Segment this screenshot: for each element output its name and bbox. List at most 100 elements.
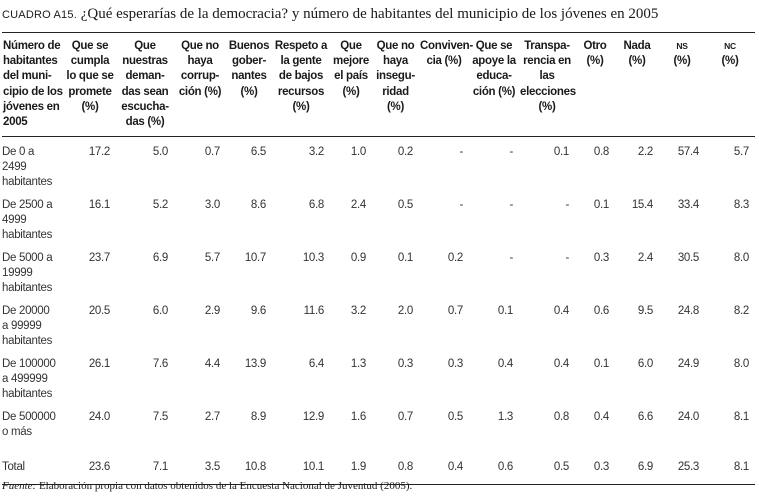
column-header: Respeto a la gente de bajos recursos (%) bbox=[272, 31, 330, 138]
table-row: De 500000 o más 24.0 7.5 2.7 8.9 12.9 1.6 0.7 0.… bbox=[2, 402, 755, 452]
table-row: De 5000 a 19999 habitantes 23.7 6.9 5.7 10.7… bbox=[2, 243, 755, 296]
table-cell: 1.9 bbox=[330, 452, 372, 485]
table-cell: 20.5 bbox=[88, 305, 110, 318]
table-cell: 10.1 bbox=[272, 452, 330, 485]
row-label: De 0 a 2499 habitantes bbox=[2, 146, 53, 189]
table-cell: 0.1 bbox=[553, 146, 569, 159]
table-cell: 3.0 bbox=[204, 199, 220, 212]
data-table: Número de habitantes del muni-cipio de l… bbox=[2, 31, 755, 485]
column-header: Otro (%) bbox=[575, 31, 615, 138]
table-cell: - bbox=[459, 199, 463, 212]
table-cell: 0.5 bbox=[397, 199, 413, 212]
table-cell: - bbox=[565, 199, 569, 212]
table-cell: 8.0 bbox=[733, 252, 749, 265]
table-cell: 0.8 bbox=[372, 452, 419, 485]
table-cell: 33.4 bbox=[677, 199, 699, 212]
table-cell: 3.2 bbox=[350, 305, 366, 318]
table-cell: 12.9 bbox=[302, 411, 324, 424]
table-cell: 0.8 bbox=[593, 146, 609, 159]
table-cell: 25.3 bbox=[659, 452, 705, 485]
table-cell: 0.2 bbox=[397, 146, 413, 159]
table-cell: 8.9 bbox=[250, 411, 266, 424]
table-cell: 0.6 bbox=[469, 452, 519, 485]
table-cell: 5.2 bbox=[152, 199, 168, 212]
column-header: Que no haya insegu-ridad (%) bbox=[372, 31, 419, 138]
table-cell: 17.2 bbox=[88, 146, 110, 159]
table-cell: 0.6 bbox=[593, 305, 609, 318]
table-cell: 5.7 bbox=[204, 252, 220, 265]
table-cell: 1.0 bbox=[350, 146, 366, 159]
table-cell: 0.1 bbox=[593, 199, 609, 212]
source-note: Fuente: Elaboración propia con datos obt… bbox=[2, 480, 412, 492]
row-label: Total bbox=[2, 452, 64, 485]
table-row: De 0 a 2499 habitantes 17.2 5.0 0.7 6.5 3.2 1.… bbox=[2, 137, 755, 191]
table-cell: 8.2 bbox=[733, 305, 749, 318]
table-cell: 6.6 bbox=[637, 411, 653, 424]
table-cell: 0.4 bbox=[593, 411, 609, 424]
table-cell: 6.4 bbox=[308, 358, 324, 371]
total-row: Total 23.6 7.1 3.5 10.8 10.1 1.9 0.8 0.4 0.6 0.5 0.… bbox=[2, 452, 755, 485]
column-header: Que nuestras deman-das sean escucha-das … bbox=[116, 31, 174, 138]
column-header: NC (%) bbox=[705, 31, 755, 138]
table-title-text: ¿Qué esperarías de la democracia? y núme… bbox=[80, 6, 659, 22]
column-header: Que no haya corrup-ción (%) bbox=[174, 31, 226, 138]
column-header: Que se apoye la educa-ción (%) bbox=[469, 31, 519, 138]
table-cell: 24.9 bbox=[677, 358, 699, 371]
table-cell: 6.8 bbox=[308, 199, 324, 212]
table-cell: - bbox=[509, 252, 513, 265]
table-cell: 2.2 bbox=[637, 146, 653, 159]
table-cell: 0.7 bbox=[447, 305, 463, 318]
table-cell: 0.3 bbox=[575, 452, 615, 485]
table-cell: 0.5 bbox=[447, 411, 463, 424]
table-cell: 0.4 bbox=[419, 452, 469, 485]
column-header: Que se cumpla lo que se promete (%) bbox=[64, 31, 116, 138]
row-label: De 20000 a 99999 habitantes bbox=[2, 305, 53, 348]
table-cell: 26.1 bbox=[88, 358, 110, 371]
table-row: De 2500 a 4999 habitantes 16.1 5.2 3.0 8.6 6.… bbox=[2, 190, 755, 243]
source-text: Elaboración propia con datos obtenidos d… bbox=[36, 480, 413, 492]
table-cell: 1.6 bbox=[350, 411, 366, 424]
table-row: De 100000 a 499999 habitantes 26.1 7.6 4.4 1… bbox=[2, 349, 755, 402]
row-label: De 5000 a 19999 habitantes bbox=[2, 252, 53, 295]
table-cell: 2.7 bbox=[204, 411, 220, 424]
table-cell: 7.5 bbox=[152, 411, 168, 424]
table-cell: 0.4 bbox=[553, 305, 569, 318]
table-cell: 24.0 bbox=[88, 411, 110, 424]
row-label: De 2500 a 4999 habitantes bbox=[2, 199, 53, 242]
table-cell: 3.5 bbox=[174, 452, 226, 485]
table-cell: 0.9 bbox=[350, 252, 366, 265]
table-cell: 0.7 bbox=[204, 146, 220, 159]
table-cell: 24.8 bbox=[677, 305, 699, 318]
table-title: CUADRO A15. ¿Qué esperarías de la democr… bbox=[2, 6, 658, 23]
table-cell: 15.4 bbox=[631, 199, 653, 212]
table-cell: 10.3 bbox=[302, 252, 324, 265]
table-cell: 11.6 bbox=[303, 305, 325, 318]
table-cell: 9.5 bbox=[637, 305, 653, 318]
column-header: Número de habitantes del muni-cipio de l… bbox=[2, 31, 64, 138]
table-cell: 8.0 bbox=[733, 358, 749, 371]
table-cell: 0.5 bbox=[519, 452, 575, 485]
table-cell: 10.8 bbox=[226, 452, 272, 485]
table-cell: 6.0 bbox=[637, 358, 653, 371]
table-cell: 24.0 bbox=[677, 411, 699, 424]
table-cell: - bbox=[509, 199, 513, 212]
table-cell: 13.9 bbox=[244, 358, 266, 371]
table-cell: 30.5 bbox=[677, 252, 699, 265]
table-cell: 4.4 bbox=[204, 358, 220, 371]
table-header: Número de habitantes del muni-cipio de l… bbox=[2, 31, 755, 138]
table-cell: 6.9 bbox=[152, 252, 168, 265]
table-cell: 2.0 bbox=[397, 305, 413, 318]
table-cell: 5.0 bbox=[152, 146, 168, 159]
row-label: De 100000 a 499999 habitantes bbox=[2, 358, 56, 401]
table-cell: 10.7 bbox=[244, 252, 266, 265]
column-header: Que mejore el país (%) bbox=[330, 31, 372, 138]
column-header: Conviven-cia (%) bbox=[419, 31, 473, 138]
table-cell: 1.3 bbox=[497, 411, 513, 424]
table-cell: 23.6 bbox=[64, 452, 116, 485]
table-cell: 3.2 bbox=[308, 146, 324, 159]
table-cell: 57.4 bbox=[677, 146, 699, 159]
table-number: CUADRO A15. bbox=[2, 9, 77, 21]
table-cell: 0.1 bbox=[397, 252, 413, 265]
table-cell: 6.5 bbox=[250, 146, 266, 159]
table-cell: 9.6 bbox=[250, 305, 266, 318]
